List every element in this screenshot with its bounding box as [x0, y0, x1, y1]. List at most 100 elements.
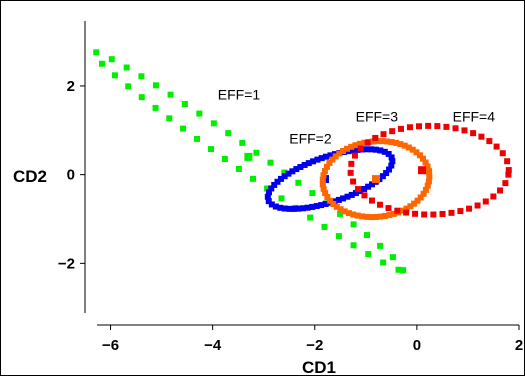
- series-3-label: EFF=3: [356, 108, 399, 124]
- series-2-point: [386, 166, 393, 173]
- series-3-point: [329, 156, 336, 163]
- y-tick-label: 0: [67, 167, 75, 184]
- x-axis-label: CD1: [302, 358, 336, 377]
- y-tick-label: −2: [58, 255, 75, 272]
- series-2-point: [281, 173, 288, 180]
- series-3-point: [377, 213, 384, 220]
- series-3-point: [420, 190, 427, 197]
- series-2-point: [293, 166, 300, 173]
- series-2-point: [281, 205, 288, 212]
- series-3-point: [332, 153, 339, 160]
- series-3-point: [336, 150, 343, 157]
- series-2-point: [318, 202, 325, 209]
- series-3-point: [340, 148, 347, 155]
- series-4-point: [350, 178, 357, 185]
- series-1-point: [138, 94, 145, 101]
- series-4-point: [502, 180, 509, 187]
- series-1-point: [295, 179, 302, 186]
- series-4-point: [389, 128, 396, 135]
- series-4-point: [505, 167, 512, 174]
- series-2-point: [363, 146, 370, 153]
- series-2-point: [354, 146, 361, 153]
- series-2-point: [340, 195, 347, 202]
- series-2-point: [274, 178, 281, 185]
- series-4-point: [493, 143, 500, 150]
- series-2-point: [369, 181, 376, 188]
- series-1-point: [253, 149, 260, 156]
- series-4-point: [368, 197, 375, 204]
- series-2-point: [304, 204, 311, 211]
- series-1-point: [152, 82, 159, 89]
- series-3-point: [330, 200, 337, 207]
- series-4-points: [347, 122, 512, 218]
- series-2-point: [383, 170, 390, 177]
- series-4-point: [357, 145, 364, 152]
- series-2-point: [349, 147, 356, 154]
- series-3-point: [381, 212, 388, 219]
- series-3-points: [319, 138, 433, 221]
- series-4-point: [372, 134, 379, 141]
- series-3-point: [345, 210, 352, 217]
- series-3-point: [348, 143, 355, 150]
- series-1-point: [152, 104, 159, 111]
- series-1-point: [210, 120, 217, 127]
- series-3-point: [426, 173, 433, 180]
- series-3-point: [370, 138, 377, 145]
- series-2-point: [322, 200, 329, 207]
- series-3-point: [344, 145, 351, 152]
- series-1-point: [108, 56, 115, 63]
- series-4-point: [482, 198, 489, 205]
- series-1-point: [196, 110, 203, 117]
- axes: [80, 21, 520, 330]
- series-2-point: [335, 196, 342, 203]
- x-tick-label: 0: [413, 337, 421, 354]
- series-1-point: [167, 91, 174, 98]
- series-4-point: [403, 209, 410, 216]
- text-labels: CD1 CD2 −6 −4 −2 0 2 −2 0 2 EFF=1 EFF=2 EFF=3 EFF=4: [13, 78, 523, 377]
- series-4-point: [380, 131, 387, 138]
- series-1-point: [225, 130, 232, 137]
- series-1-point: [123, 64, 130, 71]
- series-1-point: [380, 259, 387, 266]
- series-4-point: [430, 211, 437, 218]
- series-2-point: [388, 162, 395, 169]
- series-2-point: [389, 158, 396, 165]
- series-2-points: [264, 146, 396, 212]
- series-2-point: [309, 203, 316, 210]
- series-1-point: [377, 242, 384, 249]
- series-3-point: [399, 207, 406, 214]
- series-2-point: [268, 185, 275, 192]
- series-3-point: [326, 160, 333, 167]
- series-2-point: [277, 175, 284, 182]
- series-2-point: [361, 185, 368, 192]
- series-2-point: [265, 189, 272, 196]
- series-1-point: [125, 83, 132, 90]
- series-1-point: [208, 146, 215, 153]
- series-4-label: EFF=4: [453, 108, 496, 124]
- series-3-point: [361, 139, 368, 146]
- series-2-point: [265, 198, 272, 205]
- series-1-point: [307, 214, 314, 221]
- series-1-point: [335, 233, 342, 240]
- series-3-point: [368, 214, 375, 221]
- series-1-point: [350, 242, 357, 249]
- series-1-point: [309, 190, 316, 197]
- series-1-point: [235, 165, 242, 172]
- series-2-point: [352, 190, 359, 197]
- series-2-label: EFF=2: [289, 131, 332, 147]
- series-4-point: [412, 210, 419, 217]
- series-1-points: [93, 49, 407, 274]
- series-2-point: [372, 146, 379, 153]
- series-1-point: [250, 175, 257, 182]
- x-tick-label: −4: [204, 337, 222, 354]
- series-2-point: [301, 161, 308, 168]
- series-1-centroid: [244, 152, 253, 161]
- series-4-point: [347, 169, 354, 176]
- series-4-point: [385, 205, 392, 212]
- series-1-point: [138, 73, 145, 80]
- series-4-point: [497, 187, 504, 194]
- y-axis-label: CD2: [13, 167, 47, 186]
- series-3-point: [413, 149, 420, 156]
- series-2-point: [318, 155, 325, 162]
- series-4-point: [461, 127, 468, 134]
